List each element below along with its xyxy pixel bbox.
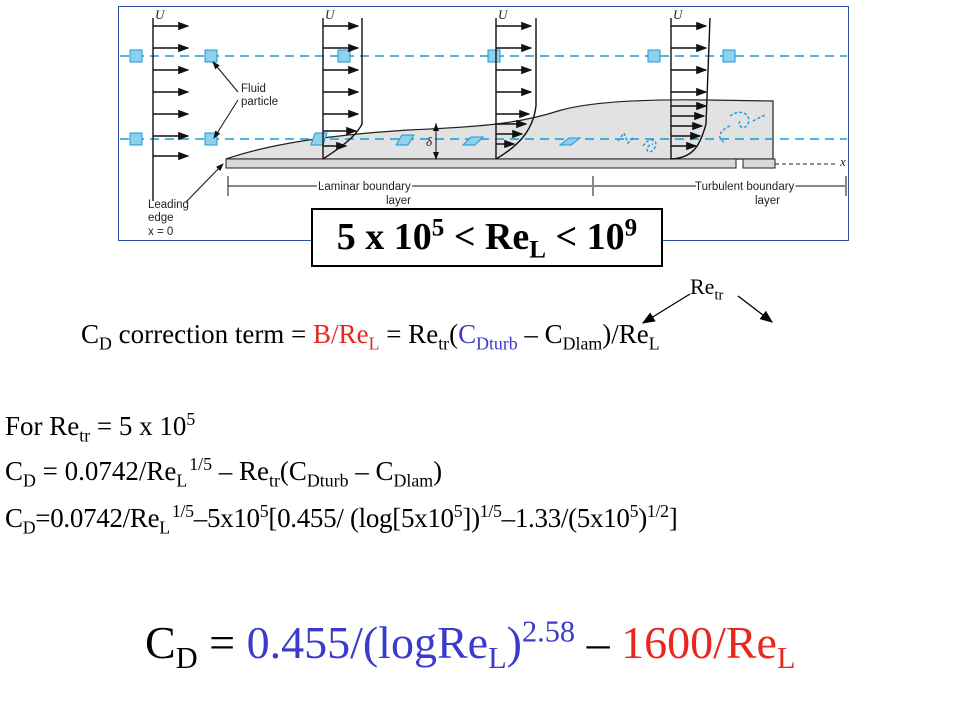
leading-edge-label-3: x = 0 <box>148 226 173 238</box>
x-axis-label: x <box>839 154 846 169</box>
leading-edge-label-1: Leading <box>148 199 189 211</box>
reynolds-range-box: 5 x 105 < ReL < 109 <box>311 208 663 267</box>
u-label-3: U <box>498 7 509 22</box>
fluid-particles <box>129 49 736 146</box>
turbulent-label-1: Turbulent boundary <box>695 181 795 193</box>
cd-general-line: CD = 0.0742/ReL1/5 – Retr(CDturb – CDlam… <box>5 454 443 491</box>
leading-edge-label-2: edge <box>148 212 174 224</box>
velocity-profile-3 <box>495 18 537 160</box>
retr-annotation: Retr <box>690 274 724 304</box>
velocity-profile-4 <box>670 17 711 160</box>
turbulent-eddies <box>617 111 766 153</box>
u-label-1: U <box>155 7 166 22</box>
correction-term-line: CD correction term = B/ReL = Retr(CDturb… <box>81 319 660 354</box>
delta-label: δ <box>426 134 433 149</box>
u-label-2: U <box>325 7 336 22</box>
velocity-profile-2 <box>322 18 363 160</box>
laminar-label-1: Laminar boundary <box>318 181 411 193</box>
final-equation: CD = 0.455/(logReL)2.58 – 1600/ReL <box>145 614 796 676</box>
flat-plate <box>225 158 737 169</box>
fluid-particle-label-1: Fluid <box>241 83 266 95</box>
u-label-4: U <box>673 7 684 22</box>
cd-substituted-line: CD=0.0742/ReL1/5–5x105[0.455/ (log[5x105… <box>5 501 678 538</box>
fluid-particle-label-2: particle <box>241 96 278 108</box>
retr-value-line: For Retr = 5 x 105 <box>5 409 196 446</box>
boundary-layer-diagram: x <box>118 6 849 241</box>
velocity-profile-1 <box>152 18 190 201</box>
turbulent-label-2: layer <box>755 195 780 207</box>
laminar-label-2: layer <box>386 195 411 207</box>
